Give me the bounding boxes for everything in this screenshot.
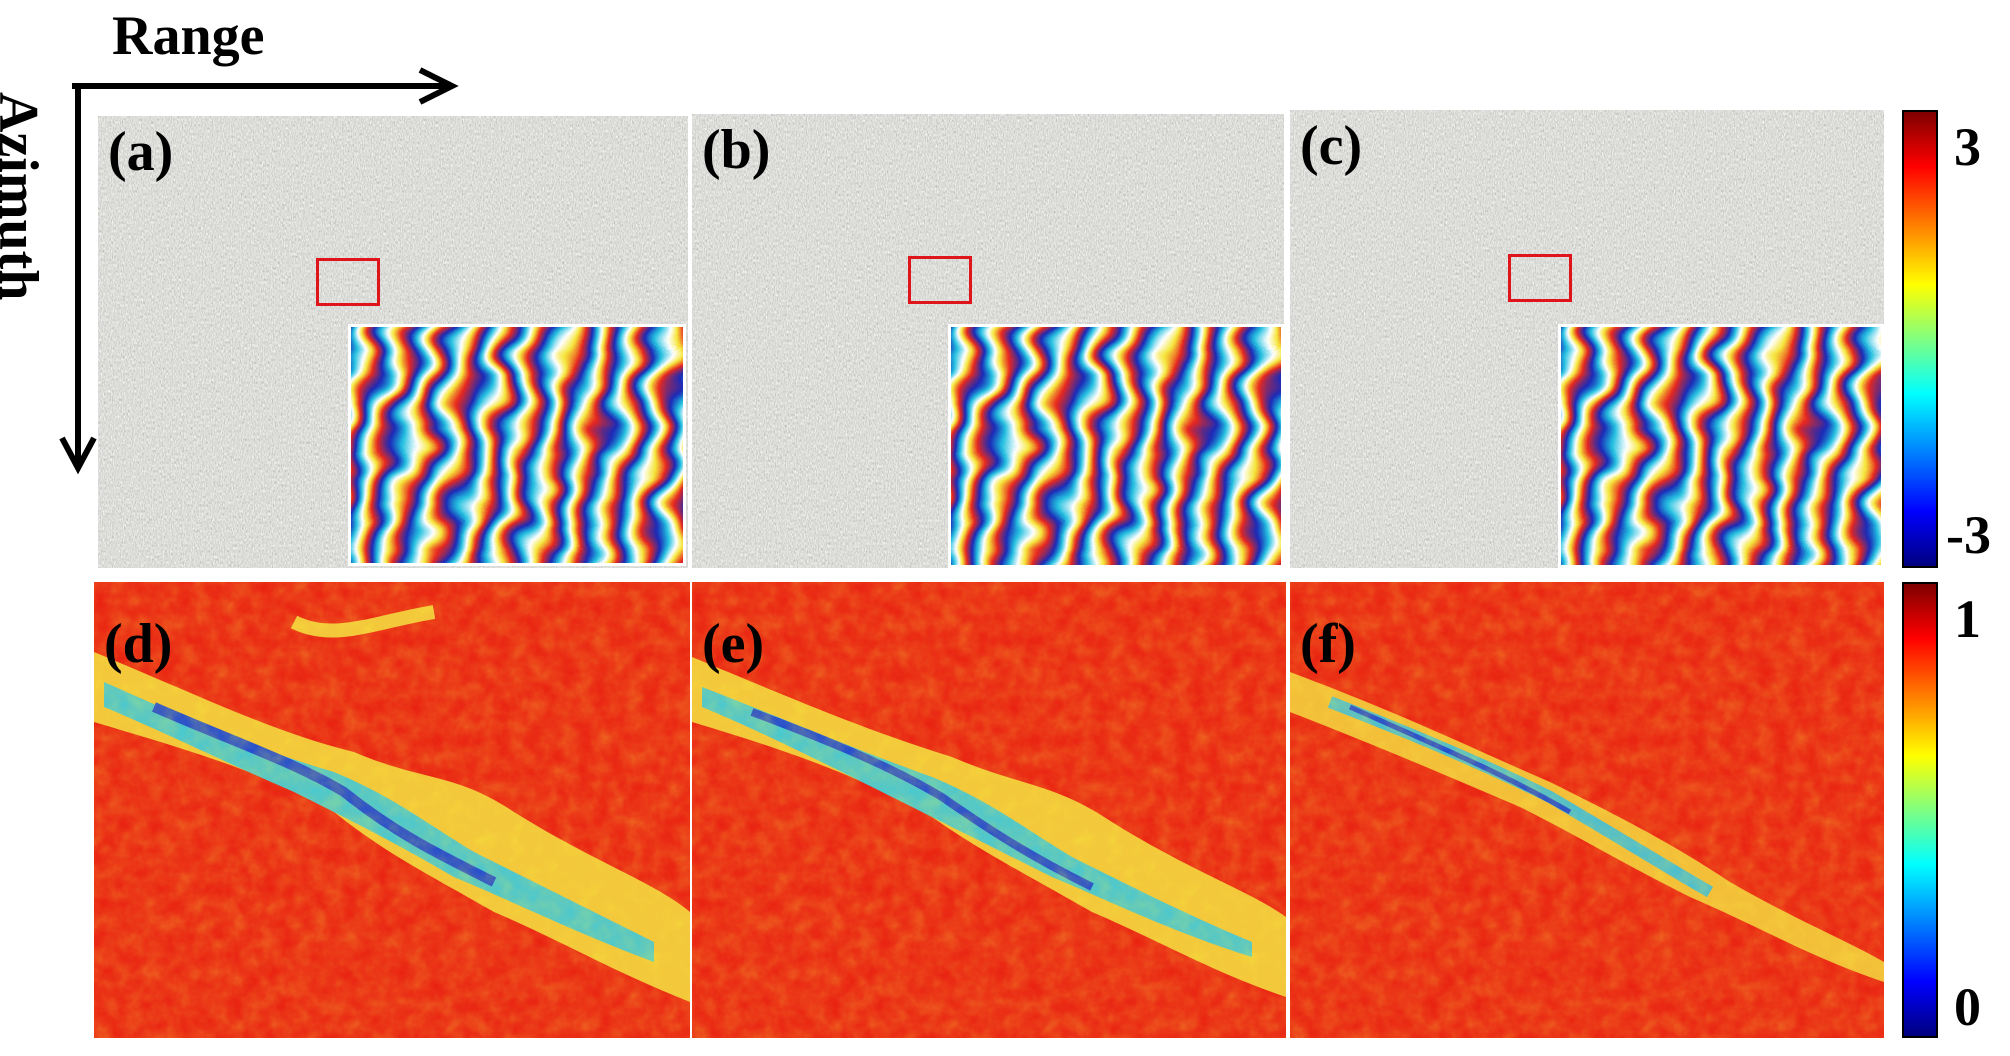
fringe-pattern <box>351 327 683 563</box>
axis-arrows <box>59 67 459 475</box>
coherence-map <box>1290 582 1884 1038</box>
panel-c: (c) <box>1290 110 1884 568</box>
zoom-inset <box>348 324 686 566</box>
phase-colorbar-max: 3 <box>1954 117 1981 177</box>
selection-box <box>908 256 972 304</box>
azimuth-arrowhead-icon <box>59 436 97 475</box>
coherence-map <box>94 582 690 1038</box>
fringe-pattern <box>1561 327 1881 565</box>
coherence-colorbar <box>1902 582 1938 1038</box>
range-arrowhead-icon <box>418 67 459 105</box>
panel-label: (b) <box>702 119 771 181</box>
selection-box <box>316 258 380 306</box>
zoom-inset <box>948 324 1284 568</box>
coherence-map <box>692 582 1286 1038</box>
coherence-colorbar-max: 1 <box>1954 589 1981 649</box>
panel-f: (f) <box>1290 582 1884 1038</box>
panel-label: (a) <box>108 121 174 183</box>
range-axis-label: Range <box>112 5 265 67</box>
panel-label: (f) <box>1300 613 1356 675</box>
panel-b: (b) <box>692 114 1284 568</box>
phase-colorbar-min: -3 <box>1946 505 1991 565</box>
panel-label: (c) <box>1300 115 1363 177</box>
phase-colorbar <box>1902 110 1938 568</box>
zoom-inset <box>1558 324 1884 568</box>
selection-box <box>1508 254 1572 302</box>
fringe-pattern <box>951 327 1281 565</box>
panel-e: (e) <box>692 582 1286 1038</box>
coherence-colorbar-min: 0 <box>1954 977 1981 1037</box>
panel-label: (d) <box>104 613 173 675</box>
panel-a: (a) <box>98 116 688 568</box>
panel-label: (e) <box>702 613 765 675</box>
panel-d: (d) <box>94 582 690 1038</box>
